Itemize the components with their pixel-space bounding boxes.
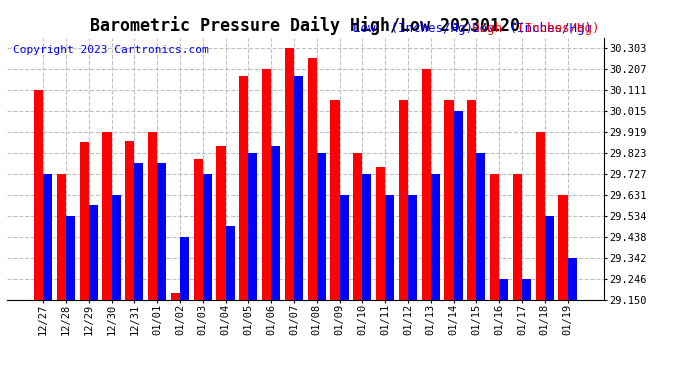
Text: Low  (Inches/Hg): Low (Inches/Hg) xyxy=(472,22,592,35)
Bar xyxy=(408,195,417,375)
Bar xyxy=(66,216,75,375)
Text: Low  (Inches/Hg): Low (Inches/Hg) xyxy=(353,22,473,35)
Bar xyxy=(339,195,348,375)
Bar xyxy=(499,279,509,375)
Bar xyxy=(476,153,486,375)
Bar xyxy=(239,76,248,375)
Bar xyxy=(317,153,326,375)
Bar xyxy=(513,174,522,375)
Bar xyxy=(248,153,257,375)
Bar xyxy=(331,100,339,375)
Bar xyxy=(308,58,317,375)
Bar xyxy=(43,174,52,375)
Bar xyxy=(399,100,408,375)
Bar xyxy=(467,100,476,375)
Bar xyxy=(362,174,371,375)
Title: Barometric Pressure Daily High/Low 20230120: Barometric Pressure Daily High/Low 20230… xyxy=(90,16,520,34)
Text: Copyright 2023 Cartronics.com: Copyright 2023 Cartronics.com xyxy=(13,45,208,56)
Bar xyxy=(57,174,66,375)
Bar xyxy=(89,205,98,375)
Bar xyxy=(353,153,362,375)
Bar xyxy=(262,69,271,375)
Bar xyxy=(157,163,166,375)
Bar xyxy=(558,195,567,375)
Bar xyxy=(148,132,157,375)
Bar xyxy=(294,76,303,375)
Bar xyxy=(217,146,226,375)
Bar xyxy=(376,167,385,375)
Bar xyxy=(444,100,453,375)
Bar xyxy=(385,195,394,375)
Bar xyxy=(422,69,431,375)
Bar xyxy=(203,174,212,375)
Bar xyxy=(171,293,180,375)
Bar xyxy=(535,132,544,375)
Bar xyxy=(79,142,89,375)
Bar xyxy=(180,237,189,375)
Bar xyxy=(285,48,294,375)
Bar xyxy=(112,195,121,375)
Bar xyxy=(453,111,462,375)
Text: High  (Inches/Hg): High (Inches/Hg) xyxy=(473,22,600,35)
Bar xyxy=(34,90,43,375)
Bar xyxy=(271,146,280,375)
Bar xyxy=(194,159,203,375)
Bar xyxy=(490,174,499,375)
Bar xyxy=(522,279,531,375)
Bar xyxy=(135,163,144,375)
Bar xyxy=(102,132,112,375)
Bar xyxy=(125,141,135,375)
Bar xyxy=(226,226,235,375)
Bar xyxy=(567,258,577,375)
Bar xyxy=(544,216,554,375)
Bar xyxy=(431,174,440,375)
